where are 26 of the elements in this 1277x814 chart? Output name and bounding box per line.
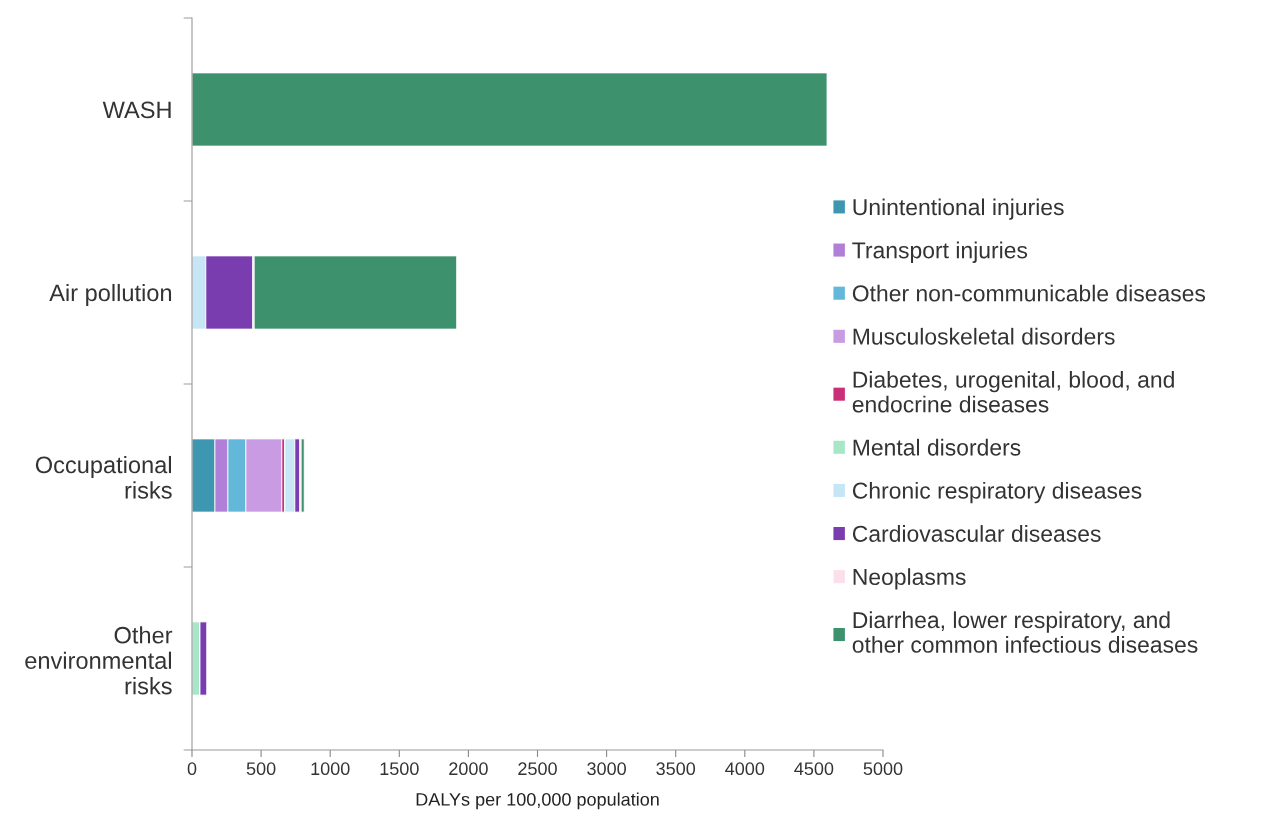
x-tick-label: 3000: [587, 762, 626, 776]
y-tick-label: Occupational risks: [35, 455, 172, 499]
legend-label: Transport injuries: [852, 241, 1028, 263]
x-axis-title: DALYs per 100,000 population: [416, 792, 659, 810]
y-tick-label: WASH: [102, 101, 171, 119]
legend-label: Neoplasms: [853, 568, 966, 590]
y-tick-label: Other environmental risks: [25, 626, 173, 695]
legend-label: Unintentional injuries: [853, 198, 1064, 220]
y-tick-label: Air pollution: [49, 283, 172, 306]
x-tick-label: 2000: [449, 762, 488, 776]
legend-label: Chronic respiratory diseases: [852, 481, 1142, 504]
legend-label: Cardiovascular diseases: [852, 525, 1101, 542]
x-tick-label: 4500: [794, 762, 834, 776]
legend-label: Diarrhea, lower respiratory, and other common infectious diseases: [852, 611, 1198, 653]
legend-label: Musculoskeletal disorders: [853, 327, 1115, 345]
x-tick-label: 500: [246, 762, 276, 776]
x-tick-label: 1500: [380, 762, 419, 776]
x-tick-label: 0: [187, 762, 197, 776]
legend-label: Other non-communicable diseases: [852, 284, 1206, 302]
x-tick-label: 5000: [863, 762, 903, 776]
x-tick-label: 4000: [725, 762, 765, 776]
x-tick-label: 2500: [518, 762, 557, 776]
legend-label: Diabetes, urogenital, blood, and endocrine diseases: [852, 370, 1174, 413]
legend-label: Mental disorders: [853, 438, 1021, 456]
x-tick-label: 3500: [656, 762, 696, 776]
x-tick-label: 1000: [311, 762, 350, 776]
